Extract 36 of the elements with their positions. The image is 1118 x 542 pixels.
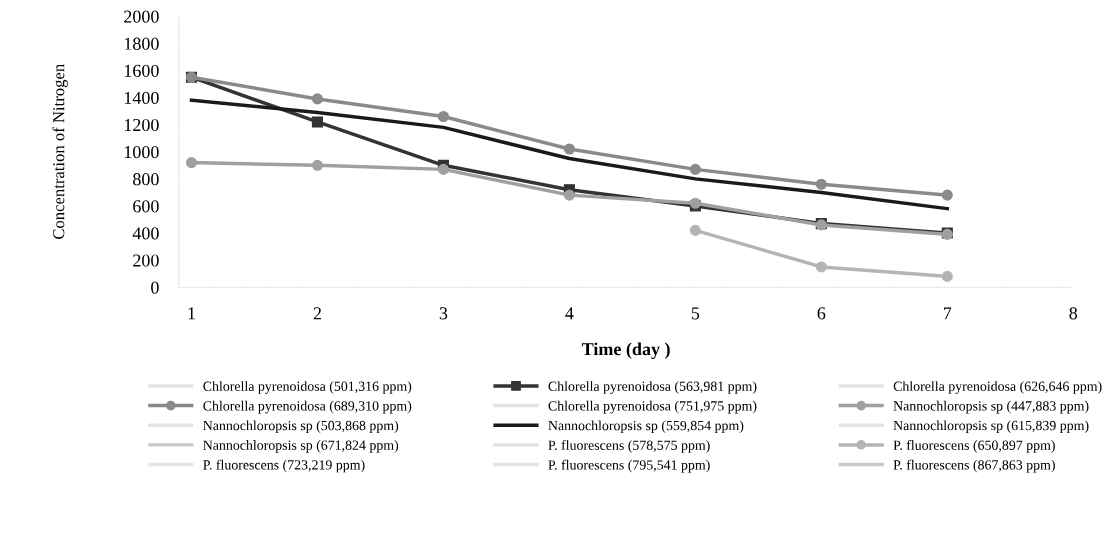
legend-label: Chlorella pyrenoidosa (751,975 ppm) xyxy=(548,400,757,414)
y-tick-label: 800 xyxy=(133,173,159,186)
legend-label: P. fluorescens (578,575 ppm) xyxy=(548,440,710,453)
legend-label: Nannochloropsis sp (447,883 ppm) xyxy=(893,400,1089,414)
legend-label: P. fluorescens (650,897 ppm) xyxy=(893,439,1055,453)
x-tick-label: 3 xyxy=(439,307,448,320)
x-tick-label: 8 xyxy=(1069,307,1078,320)
y-tick-label: 0 xyxy=(151,281,159,294)
y-tick-label: 200 xyxy=(133,254,159,267)
legend-label: Chlorella pyrenoidosa (501,316 ppm) xyxy=(203,381,412,394)
y-tick-label: 600 xyxy=(133,200,159,213)
x-tick-label: 4 xyxy=(565,307,574,320)
x-tick-label: 2 xyxy=(313,307,321,320)
x-tick-label: 5 xyxy=(691,307,700,320)
y-axis-title: Concentration of Nitrogen xyxy=(52,64,68,240)
legend-label: Nannochloropsis sp (615,839 ppm) xyxy=(893,420,1089,434)
y-tick-label: 1200 xyxy=(124,118,159,132)
y-tick-label: 2000 xyxy=(124,10,159,23)
x-tick-label: 7 xyxy=(943,307,952,320)
x-tick-label: 6 xyxy=(817,307,826,320)
y-tick-label: 400 xyxy=(132,227,159,240)
legend-label: Nannochloropsis sp (671,824 ppm) xyxy=(203,440,399,453)
legend-label: P. fluorescens (723,219 ppm) xyxy=(203,459,365,473)
y-tick-label: 1000 xyxy=(124,146,159,159)
legend-label: P. fluorescens (795,541 ppm) xyxy=(548,459,710,473)
y-tick-label: 1400 xyxy=(124,91,159,104)
legend-label: Chlorella pyrenoidosa (689,310 ppm) xyxy=(203,400,412,414)
y-tick-label: 1800 xyxy=(124,37,159,50)
legend-label: P. fluorescens (867,863 ppm) xyxy=(893,459,1055,473)
x-tick-label: 1 xyxy=(188,307,195,320)
x-axis-title: Time (day ) xyxy=(581,342,670,359)
legend-label: Nannochloropsis sp (559,854 ppm) xyxy=(548,420,744,434)
legend-label: Chlorella pyrenoidosa (626,646 ppm) xyxy=(893,381,1102,394)
legend-label: Nannochloropsis sp (503,868 ppm) xyxy=(203,420,399,434)
y-tick-label: 1600 xyxy=(124,64,159,77)
legend-label: Chlorella pyrenoidosa (563,981 ppm) xyxy=(548,381,757,394)
